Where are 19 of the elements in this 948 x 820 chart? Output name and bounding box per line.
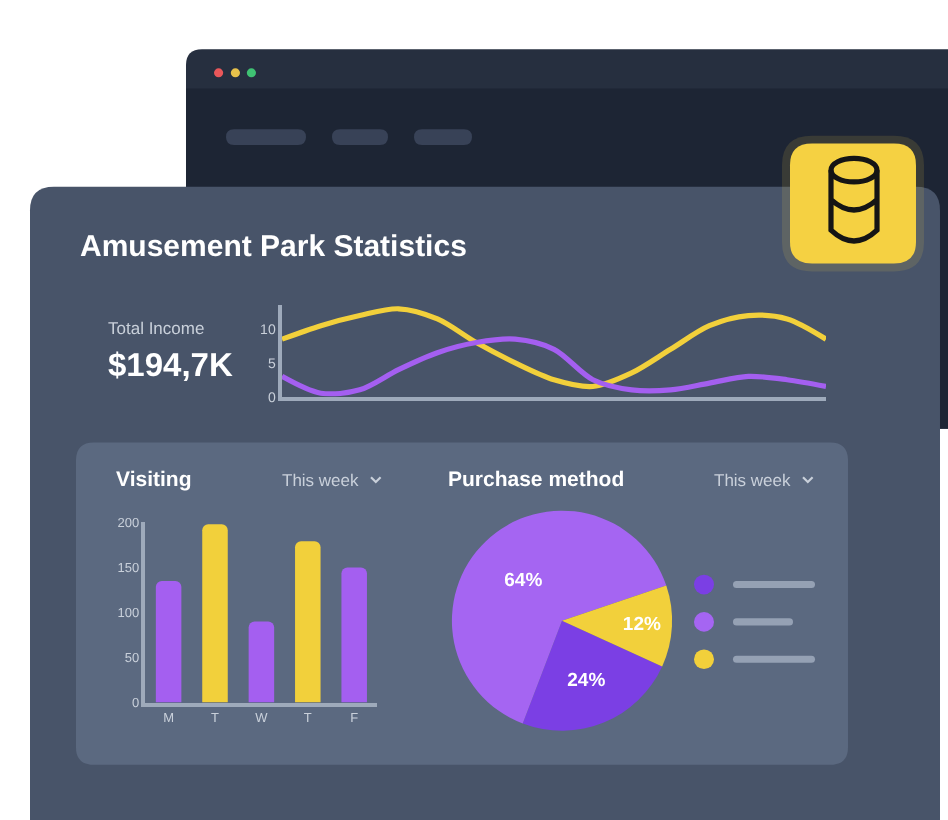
bar [248, 621, 275, 703]
chart-title: Purchase method [448, 468, 625, 492]
text: Total Income [108, 318, 205, 338]
bar [341, 567, 367, 703]
text: Amusement Park Statistics [80, 230, 467, 264]
data-label: 12% [622, 613, 662, 636]
bar [295, 541, 321, 703]
text: This week [282, 470, 361, 490]
pie-slice [451, 510, 667, 724]
text: $194,7K [108, 348, 233, 384]
data-label: 24% [567, 670, 607, 693]
bar [155, 580, 182, 703]
data-label: 64% [504, 570, 544, 593]
chart-title: Visiting [116, 468, 192, 492]
line-series [282, 306, 826, 390]
bar [202, 524, 228, 703]
pie-slice [522, 620, 663, 731]
text: This week [714, 470, 793, 490]
pie-slice [562, 585, 672, 667]
